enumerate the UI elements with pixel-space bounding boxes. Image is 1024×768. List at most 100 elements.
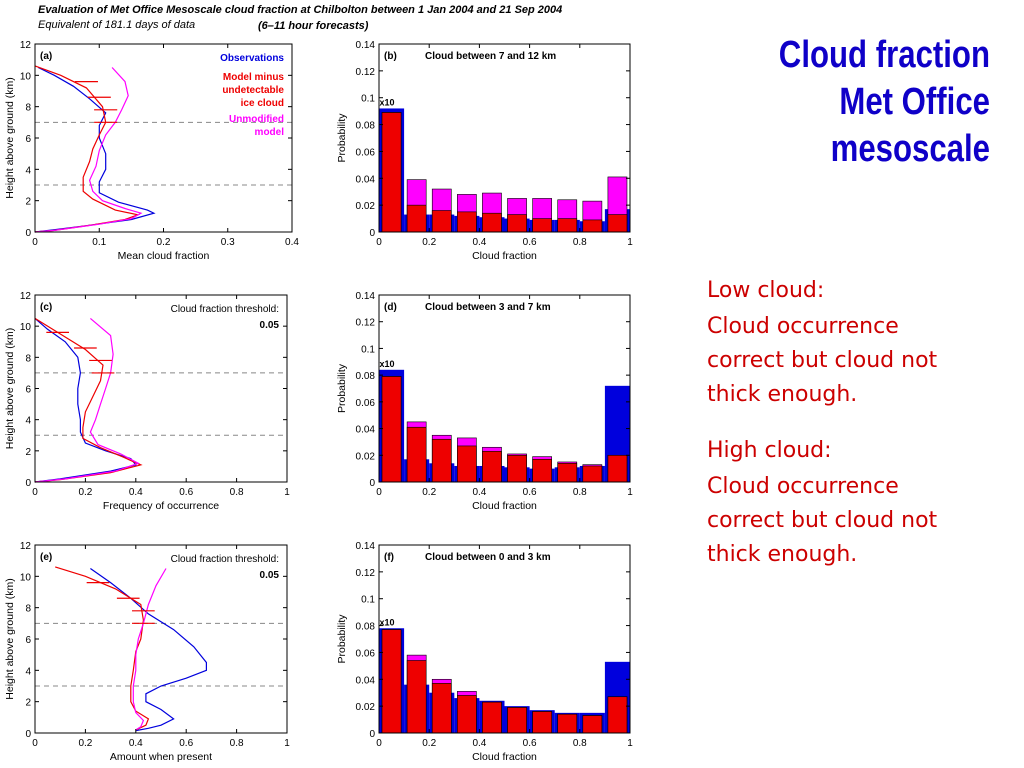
panel-a-unmodified-line <box>34 67 143 233</box>
panel-b-model-bar <box>381 112 402 233</box>
panel-f-y-tick-label: 0.02 <box>356 702 376 713</box>
figure-header-title: Evaluation of Met Office Mesoscale cloud… <box>38 4 563 16</box>
panel-f-model-bar <box>457 695 477 734</box>
panel-d-model-bar <box>457 445 477 483</box>
panel-d-first-bin-note: x10 <box>380 359 395 369</box>
panel-f-label: (f) <box>384 552 394 563</box>
panel-d-x-tick-label: 1 <box>627 487 633 498</box>
panel-e-y-tick-label: 10 <box>20 572 32 583</box>
panel-f-model-bar <box>557 713 578 734</box>
panel-a-x-tick-label: 0.4 <box>285 237 299 248</box>
panel-a-x-tick-label: 0 <box>32 237 38 248</box>
panel-a-y-axis-label: Height above ground (km) <box>4 77 16 198</box>
panel-d-model-bar <box>431 438 452 483</box>
panel-f-frame <box>378 544 631 734</box>
panel-b-y-tick-label: 0.02 <box>356 201 376 212</box>
panel-d-y-tick-label: 0.12 <box>356 318 376 329</box>
panel-a-x-tick-label: 0.3 <box>221 237 235 248</box>
panel-e-x-tick-label: 0 <box>32 738 38 749</box>
panel-c-frame <box>34 294 288 483</box>
panel-c-unmodified-line <box>34 317 140 483</box>
panel-a-obs-line <box>34 66 156 233</box>
panel-e-model-line <box>55 566 150 731</box>
panel-e-x-tick-label: 0.8 <box>230 738 244 749</box>
panel-e-y-tick-label: 6 <box>25 635 31 646</box>
slide-title-line-2: Met Office <box>839 81 990 123</box>
notes-text: Low cloud: Cloud occurrence correct but … <box>707 274 1007 572</box>
panel-f-y-tick-label: 0.04 <box>356 675 376 686</box>
panel-f-model-bar <box>507 707 527 734</box>
panel-f-model-bar <box>582 715 603 734</box>
panel-b-x-tick-label: 0.6 <box>523 237 537 248</box>
panel-c-x-tick-label: 0.4 <box>129 487 143 498</box>
panel-d-y-tick-label: 0.08 <box>356 371 376 382</box>
panel-d-y-tick-label: 0.06 <box>356 398 376 409</box>
panel-f-y-axis-label: Probability <box>336 614 348 664</box>
panel-a-y-tick-label: 8 <box>25 103 31 114</box>
panel-b-x-tick-label: 0.2 <box>422 237 436 248</box>
panel-b-y-tick-label: 0.12 <box>356 67 376 78</box>
panel-f-y-tick-label: 0.12 <box>356 568 376 579</box>
panel-f-x-tick-label: 0.6 <box>523 738 537 749</box>
panel-b-x-tick-label: 0 <box>376 237 382 248</box>
panel-c-y-tick-label: 2 <box>25 447 31 458</box>
panel-f-y-tick-label: 0.14 <box>356 541 376 552</box>
panel-d-y-tick-label: 0 <box>369 478 375 489</box>
slide-title: Cloud fraction Met Office mesoscale <box>744 32 990 173</box>
panel-c-y-tick-label: 12 <box>20 291 32 302</box>
panel-c-y-tick-label: 10 <box>20 322 32 333</box>
panel-b-model-bar <box>607 214 628 233</box>
panel-b-model-bar <box>431 210 452 233</box>
panel-c-model-line <box>34 317 143 483</box>
panel-b-model-bar <box>557 218 578 233</box>
panel-b-x-tick-label: 1 <box>627 237 633 248</box>
panel-d-y-axis-label: Probability <box>336 363 348 413</box>
panel-e-unmodified-line <box>132 568 167 731</box>
panel-c-y-axis-label: Height above ground (km) <box>4 328 16 449</box>
panel-b-y-tick-label: 0.06 <box>356 147 376 158</box>
panel-c-legend-text: Cloud fraction threshold: <box>171 304 279 315</box>
panel-b-title: Cloud between 7 and 12 km <box>425 51 556 62</box>
high-cloud-line-2: correct but cloud not <box>707 508 938 533</box>
panel-b-model-bar <box>507 214 527 233</box>
low-cloud-line-1: Cloud occurrence <box>707 314 899 339</box>
panel-f-model-bar <box>607 696 628 734</box>
panel-a-legend-text: ice cloud <box>241 98 284 109</box>
panel-a-x-tick-label: 0.2 <box>157 237 171 248</box>
panel-b-x-tick-label: 0.4 <box>472 237 486 248</box>
panel-a-x-tick-label: 0.1 <box>92 237 106 248</box>
panel-d-y-tick-label: 0.1 <box>361 344 375 355</box>
panel-c-y-tick-label: 0 <box>25 478 31 489</box>
panel-f-model-bar <box>381 629 402 734</box>
panel-d-model-bar <box>482 450 502 483</box>
panel-e-y-axis-label: Height above ground (km) <box>4 578 16 699</box>
panel-d-model-bar <box>507 454 527 483</box>
panel-f-first-bin-note: x10 <box>380 617 395 627</box>
high-cloud-line-3: thick enough. <box>707 542 858 567</box>
panel-f-x-tick-label: 0 <box>376 738 382 749</box>
panel-b-y-tick-label: 0 <box>369 228 375 239</box>
panel-a-legend-text: Model minus <box>223 72 285 83</box>
panel-c-y-tick-label: 4 <box>25 416 31 427</box>
panel-a-y-tick-label: 10 <box>20 71 32 82</box>
panel-b-model-bar <box>582 219 603 233</box>
panel-f-y-tick-label: 0 <box>369 729 375 740</box>
panel-b-y-axis-label: Probability <box>336 113 348 163</box>
panel-d-frame <box>378 294 631 483</box>
panel-b-x-axis-label: Cloud fraction <box>472 250 537 262</box>
panel-b-model-bar <box>532 218 552 233</box>
panel-e-label: (e) <box>40 552 52 563</box>
panel-a-y-tick-label: 4 <box>25 165 31 176</box>
panel-d-y-tick-label: 0.04 <box>356 425 376 436</box>
panel-c-label: (c) <box>40 302 52 313</box>
panel-d-x-tick-label: 0.2 <box>422 487 436 498</box>
panel-d-model-bar <box>607 454 628 483</box>
panel-e-x-tick-label: 0.2 <box>78 738 92 749</box>
panel-b-first-bin-note: x10 <box>380 97 395 107</box>
high-cloud-line-1: Cloud occurrence <box>707 474 899 499</box>
panel-e-x-tick-label: 0.4 <box>129 738 143 749</box>
panel-d-y-tick-label: 0.02 <box>356 451 376 462</box>
panel-f-x-axis-label: Cloud fraction <box>472 751 537 763</box>
figure-panels: Observations Model minus undetectable ice c… <box>4 40 633 763</box>
panel-c-x-axis-label: Frequency of occurrence <box>103 500 219 512</box>
